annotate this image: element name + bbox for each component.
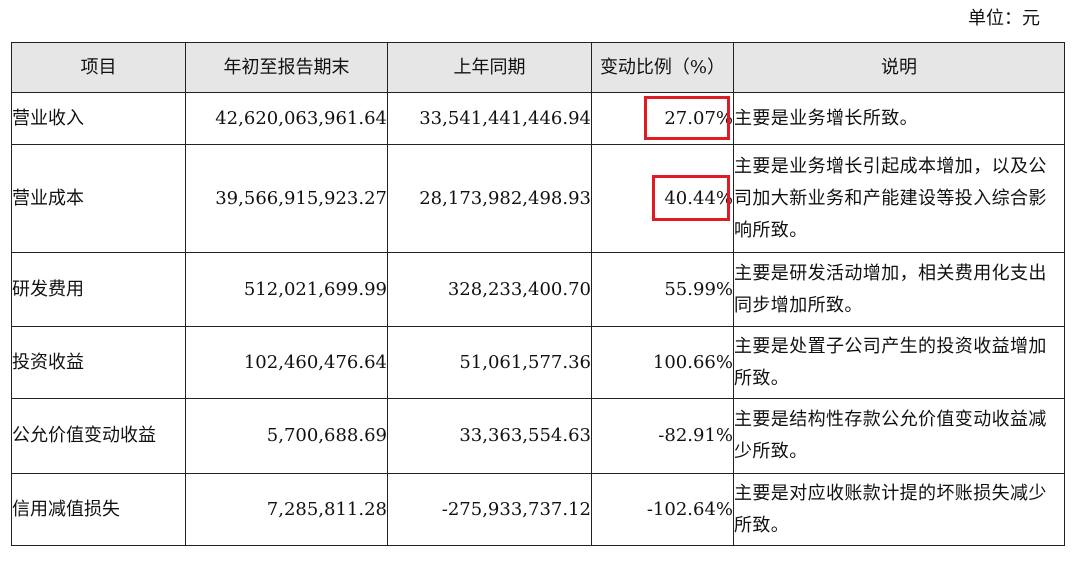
- table-header-row: 项目 年初至报告期末 上年同期 变动比例（%） 说明: [11, 42, 1065, 93]
- financial-table: 项目 年初至报告期末 上年同期 变动比例（%） 说明 营业收入 42,620,0…: [11, 42, 1065, 546]
- row-current: 102,460,476.64: [185, 326, 388, 399]
- row-change: -82.91%: [591, 398, 734, 474]
- row-item: 营业收入: [11, 92, 186, 145]
- row-item: 营业成本: [11, 144, 186, 253]
- row-change: -102.64%: [591, 473, 734, 546]
- row-change-value: -82.91%: [658, 425, 733, 446]
- row-change-value: -102.64%: [646, 498, 733, 520]
- table-row: 研发费用 512,021,699.99 328,233,400.70 55.99…: [11, 252, 1065, 327]
- table-row: 营业成本 39,566,915,923.27 28,173,982,498.93…: [11, 144, 1065, 253]
- unit-label: 单位：元: [968, 8, 1040, 29]
- row-prior: -275,933,737.12: [387, 473, 592, 546]
- header-prior-period: 上年同期: [387, 42, 592, 93]
- header-current-period: 年初至报告期末: [185, 42, 388, 93]
- row-current: 39,566,915,923.27: [185, 144, 388, 253]
- row-change: 27.07%: [591, 92, 734, 145]
- row-prior: 51,061,577.36: [387, 326, 592, 399]
- row-prior: 33,363,554.63: [387, 398, 592, 474]
- row-note: 主要是业务增长所致。: [733, 92, 1065, 145]
- row-current: 7,285,811.28: [185, 473, 388, 546]
- row-item: 研发费用: [11, 252, 186, 327]
- table-row: 投资收益 102,460,476.64 51,061,577.36 100.66…: [11, 326, 1065, 399]
- row-current: 512,021,699.99: [185, 252, 388, 327]
- row-change: 40.44%: [591, 144, 734, 253]
- row-note: 主要是结构性存款公允价值变动收益减少所致。: [733, 398, 1065, 474]
- row-note: 主要是对应收账款计提的坏账损失减少所致。: [733, 473, 1065, 546]
- row-change-value: 27.07%: [664, 107, 733, 129]
- row-item: 公允价值变动收益: [11, 398, 186, 474]
- row-change: 100.66%: [591, 326, 734, 399]
- row-note: 主要是研发活动增加，相关费用化支出同步增加所致。: [733, 252, 1065, 327]
- header-change-ratio: 变动比例（%）: [591, 42, 734, 93]
- table-row: 信用减值损失 7,285,811.28 -275,933,737.12 -102…: [11, 473, 1065, 546]
- row-current: 5,700,688.69: [185, 398, 388, 474]
- row-current: 42,620,063,961.64: [185, 92, 388, 145]
- header-explanation: 说明: [733, 42, 1065, 93]
- row-prior: 33,541,441,446.94: [387, 92, 592, 145]
- row-change-value: 40.44%: [664, 187, 733, 209]
- row-item: 信用减值损失: [11, 473, 186, 546]
- row-change-value: 100.66%: [652, 351, 733, 373]
- row-note: 主要是业务增长引起成本增加，以及公司加大新业务和产能建设等投入综合影响所致。: [733, 144, 1065, 253]
- row-prior: 328,233,400.70: [387, 252, 592, 327]
- table-row: 营业收入 42,620,063,961.64 33,541,441,446.94…: [11, 92, 1065, 145]
- table-row: 公允价值变动收益 5,700,688.69 33,363,554.63 -82.…: [11, 398, 1065, 474]
- row-change-value: 55.99%: [664, 278, 733, 300]
- row-change: 55.99%: [591, 252, 734, 327]
- row-note: 主要是处置子公司产生的投资收益增加所致。: [733, 326, 1065, 399]
- row-prior: 28,173,982,498.93: [387, 144, 592, 253]
- row-item: 投资收益: [11, 326, 186, 399]
- header-item: 项目: [11, 42, 186, 93]
